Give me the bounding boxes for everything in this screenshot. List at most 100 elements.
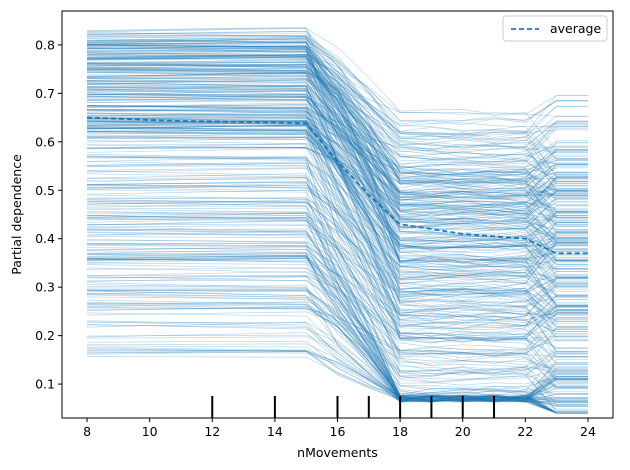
ice-curve	[86, 131, 588, 296]
ice-curve	[86, 176, 588, 330]
ice-curve	[86, 42, 588, 178]
legend-box	[502, 15, 608, 42]
ice-curve	[86, 202, 588, 375]
ice-curve	[86, 45, 588, 262]
ice-curve	[86, 296, 588, 403]
ice-curve	[86, 248, 588, 383]
ice-curve	[86, 163, 588, 374]
ice-curve	[86, 290, 588, 394]
ice-curve	[86, 217, 588, 321]
x-axis-label: nMovements	[297, 445, 378, 460]
ice-curve	[86, 290, 588, 356]
ice-curve	[86, 245, 588, 411]
ice-curve	[87, 81, 588, 227]
ice-curve	[86, 56, 588, 151]
ice-curve	[86, 207, 588, 414]
ice-curve	[86, 118, 588, 295]
ice-curve	[86, 262, 588, 402]
ice-curve	[86, 294, 588, 413]
ice-curve	[87, 35, 588, 136]
ice-curve	[86, 48, 588, 131]
x-tick-label: 22	[517, 424, 533, 439]
ice-curve	[86, 136, 588, 288]
ice-curve	[86, 214, 588, 312]
ice-curve	[86, 155, 588, 351]
ice-curve	[87, 165, 588, 276]
ice-curve	[86, 93, 588, 189]
ice-curve	[86, 45, 588, 202]
ice-curve	[86, 121, 588, 227]
ice-curve	[86, 95, 588, 196]
ice-curve	[86, 183, 588, 304]
ice-curve	[86, 103, 588, 258]
ice-curve	[86, 130, 588, 330]
ice-curve	[86, 332, 588, 410]
ice-curve	[86, 122, 588, 282]
ice-curve	[86, 52, 588, 193]
ice-curve	[86, 285, 588, 393]
ice-curve	[86, 290, 588, 414]
ice-curve	[86, 116, 588, 259]
ice-curve	[86, 258, 588, 321]
ice-curve	[86, 212, 588, 414]
ice-curve	[86, 254, 588, 402]
ice-curve	[86, 95, 588, 281]
ice-curve	[86, 351, 588, 414]
ice-curve	[86, 105, 588, 330]
ice-curve	[86, 284, 588, 402]
ice-curve	[86, 201, 588, 402]
ice-curve	[86, 220, 588, 358]
ice-curve	[86, 254, 588, 403]
ice-curve	[86, 97, 588, 209]
ice-curve	[86, 146, 588, 353]
x-tick-label: 8	[83, 424, 91, 439]
ice-curve	[86, 127, 588, 269]
ice-curve	[86, 35, 588, 198]
ice-curve	[86, 54, 588, 279]
ice-curve	[86, 299, 588, 374]
ice-curve	[86, 77, 588, 245]
ice-curve	[86, 36, 588, 169]
ice-curve	[86, 105, 588, 247]
ice-curve	[86, 85, 588, 168]
ice-curve	[86, 52, 588, 246]
ice-curve	[86, 60, 588, 196]
ice-curve	[86, 242, 588, 370]
ice-curve	[86, 68, 588, 184]
ice-curve	[87, 63, 588, 264]
ice-curve	[86, 274, 588, 355]
ice-curve	[86, 63, 588, 236]
ice-curve	[86, 183, 588, 336]
ice-curve	[87, 104, 588, 298]
ice-curve	[86, 187, 588, 285]
ice-curve	[86, 68, 588, 230]
ice-curve	[86, 253, 588, 378]
ice-curve	[86, 61, 588, 182]
ice-curve	[86, 111, 588, 275]
y-tick-label: 0.4	[35, 231, 55, 246]
ice-curve	[86, 61, 588, 212]
y-tick-label: 0.2	[35, 328, 55, 343]
ice-curves	[86, 27, 588, 414]
legend: average	[502, 15, 608, 42]
ice-curve	[86, 199, 588, 357]
ice-curve	[86, 89, 588, 259]
ice-curve	[86, 258, 588, 414]
ice-curve	[87, 184, 588, 329]
ice-curve	[86, 230, 588, 321]
ice-curve	[86, 226, 588, 358]
ice-curve	[86, 95, 588, 189]
ice-curve	[86, 69, 588, 202]
ice-curve	[86, 122, 588, 250]
legend-label-average: average	[550, 21, 601, 36]
ice-curve	[86, 40, 588, 197]
ice-curve	[86, 57, 588, 173]
ice-curve	[86, 210, 588, 318]
ice-curve	[86, 301, 588, 414]
ice-curve	[86, 212, 588, 412]
ice-curve	[86, 89, 588, 278]
ice-curve	[86, 83, 588, 307]
ice-curve	[86, 55, 588, 126]
ice-curve	[86, 161, 588, 261]
x-tick-label: 24	[580, 424, 596, 439]
